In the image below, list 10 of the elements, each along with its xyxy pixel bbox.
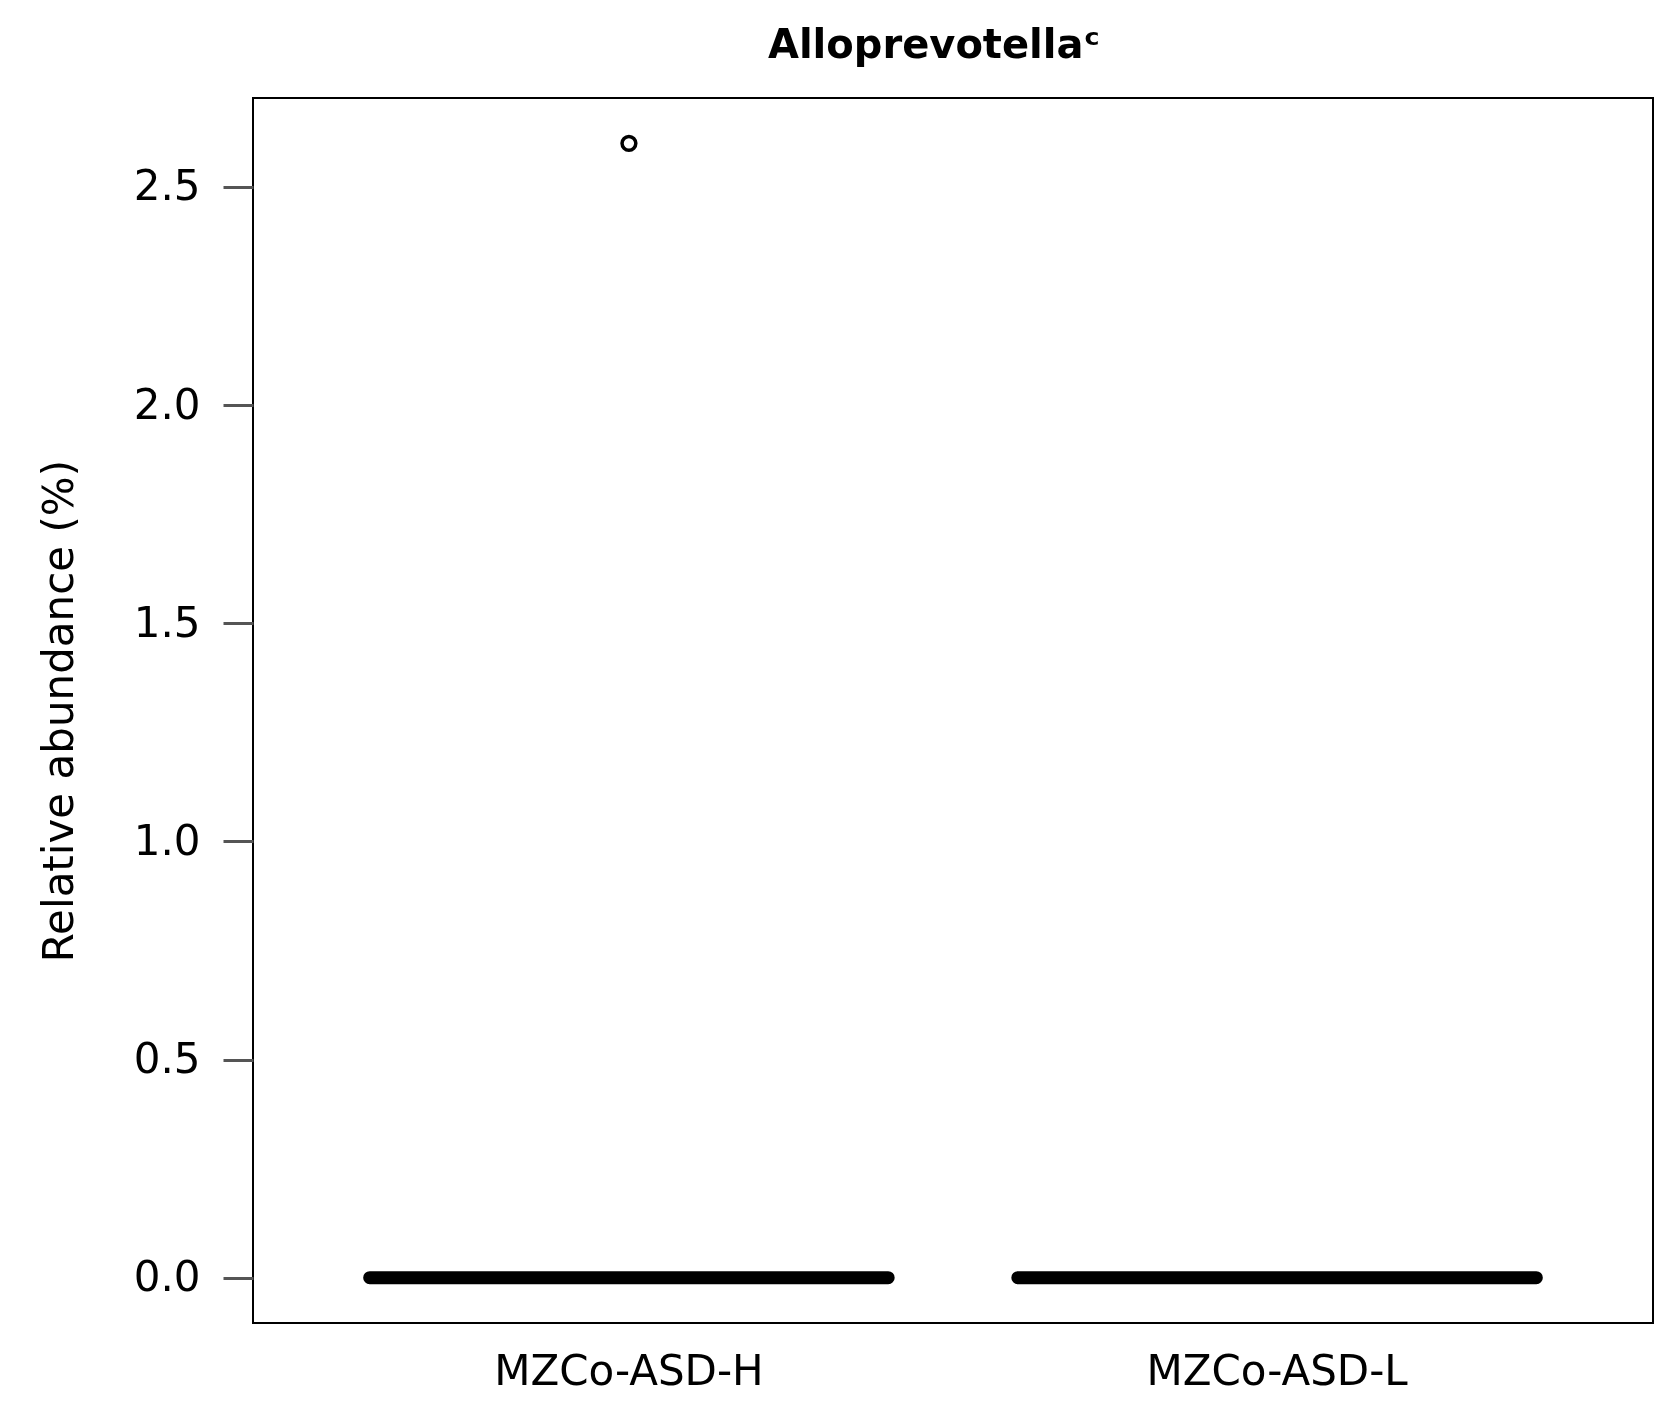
y-tick-label: 0.0 [133, 1252, 201, 1302]
y-axis-title: Relative abundance (%) [33, 459, 83, 963]
y-tick-label: 0.5 [133, 1034, 201, 1083]
chart-title: Alloprevotellaᶜ [767, 21, 1101, 67]
y-tick-label: 2.0 [133, 379, 201, 429]
x-tick-label: MZCo-ASD-H [494, 1345, 764, 1395]
x-tick-label: MZCo-ASD-L [1146, 1345, 1409, 1395]
y-tick-label: 1.0 [133, 815, 201, 865]
y-tick-label: 2.5 [133, 161, 201, 211]
y-tick-label: 1.5 [133, 597, 201, 647]
